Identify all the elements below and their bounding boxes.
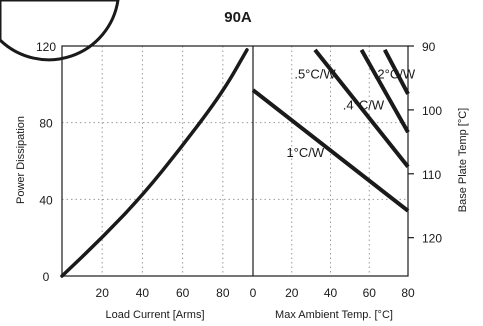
right-x-tick-label: 20 bbox=[285, 286, 299, 300]
right-y-tick-label: 100 bbox=[422, 104, 442, 118]
thermal-resistance-label: .5°C/W bbox=[294, 67, 336, 82]
tick-labels: 0 40 80 120 20 40 60 80 0 20 40 60 80 90 100 110 120 bbox=[36, 40, 442, 300]
right-y-tick-label: 120 bbox=[422, 232, 442, 246]
thermal-resistance-label: .4°C/W bbox=[343, 97, 385, 112]
plot-frame bbox=[61, 45, 409, 277]
left-y-tick-label: 80 bbox=[39, 117, 53, 131]
left-x-tick-label: 80 bbox=[216, 286, 230, 300]
left-y-tick-label: 0 bbox=[43, 270, 50, 284]
grid-lines bbox=[62, 46, 408, 276]
thermal-resistance-label: .2°C/W bbox=[374, 67, 416, 82]
right-x-tick-label: 60 bbox=[363, 286, 377, 300]
power-dissipation-curve bbox=[60, 48, 249, 278]
right-y-tick-label: 90 bbox=[422, 40, 436, 54]
thermal-resistance-label: 1°C/W bbox=[286, 145, 324, 160]
left-x-tick-label: 60 bbox=[176, 286, 190, 300]
corner-arc-decoration bbox=[0, 0, 120, 62]
data-curves bbox=[60, 48, 410, 278]
right-y-tick-label: 110 bbox=[422, 168, 441, 182]
thermal-resistance-line bbox=[251, 88, 410, 213]
left-x-tick-label: 40 bbox=[136, 286, 150, 300]
right-y-axis-label: Base Plate Temp [°C] bbox=[457, 108, 469, 212]
curve-labels: 1°C/W .5°C/W .4°C/W .2°C/W bbox=[286, 67, 415, 161]
right-x-tick-label: 0 bbox=[250, 286, 257, 300]
left-y-tick-label: 120 bbox=[36, 40, 56, 54]
thermal-resistance-line bbox=[382, 48, 410, 95]
thermal-resistance-line bbox=[359, 48, 410, 134]
left-y-tick-label: 40 bbox=[39, 193, 53, 207]
chart-title: 90A bbox=[224, 9, 252, 26]
right-x-tick-label: 80 bbox=[401, 286, 415, 300]
right-x-tick-label: 40 bbox=[324, 286, 338, 300]
thermal-resistance-line bbox=[313, 48, 410, 168]
right-x-axis-label: Max Ambient Temp. [°C] bbox=[275, 309, 393, 321]
left-x-tick-label: 20 bbox=[96, 286, 110, 300]
left-x-axis-label: Load Current [Arms] bbox=[105, 309, 204, 321]
left-y-axis-label: Power Dissipation bbox=[15, 116, 27, 204]
